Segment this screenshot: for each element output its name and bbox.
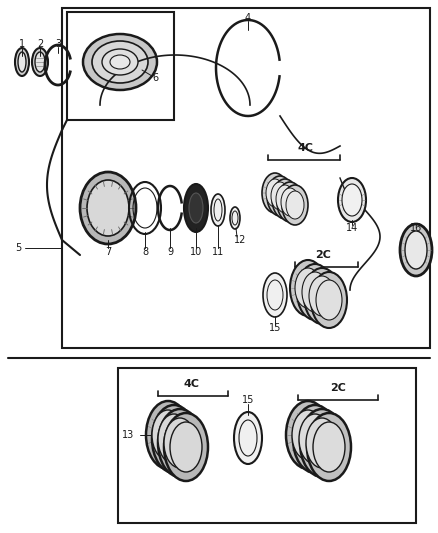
Ellipse shape [277,182,303,222]
Ellipse shape [282,185,308,225]
Text: 11: 11 [212,247,224,257]
Ellipse shape [184,184,208,232]
Ellipse shape [267,176,293,216]
Ellipse shape [272,179,298,219]
Ellipse shape [311,272,347,328]
Ellipse shape [316,280,342,320]
Ellipse shape [400,224,432,276]
Text: 13: 13 [122,430,134,440]
Text: 7: 7 [105,247,111,257]
Ellipse shape [164,413,208,481]
Ellipse shape [158,409,202,477]
Ellipse shape [211,194,225,226]
Ellipse shape [266,179,284,207]
Ellipse shape [281,188,299,216]
Ellipse shape [295,268,321,308]
Ellipse shape [170,422,202,472]
Ellipse shape [304,268,340,324]
Ellipse shape [18,52,26,72]
Text: 10: 10 [190,247,202,257]
Text: 15: 15 [269,323,281,333]
Ellipse shape [15,48,29,76]
Bar [62,8,430,348]
Text: 16: 16 [410,223,422,233]
Ellipse shape [32,48,48,76]
Ellipse shape [338,178,366,222]
Bar [67,12,174,120]
Ellipse shape [152,405,196,473]
Text: 4C: 4C [184,379,200,389]
Ellipse shape [276,185,294,213]
Ellipse shape [286,191,304,219]
Ellipse shape [297,264,333,320]
Ellipse shape [290,260,326,316]
Ellipse shape [306,418,338,468]
Ellipse shape [309,276,335,316]
Ellipse shape [80,172,136,244]
Text: 4C: 4C [297,143,313,153]
Text: 2C: 2C [330,383,346,393]
Ellipse shape [342,184,362,216]
Text: 6: 6 [152,73,158,83]
Ellipse shape [286,401,330,469]
Ellipse shape [92,41,148,83]
Text: 12: 12 [234,235,246,245]
Ellipse shape [300,409,344,477]
Text: 1: 1 [19,39,25,49]
Ellipse shape [234,412,262,464]
Ellipse shape [313,422,345,472]
Ellipse shape [230,207,240,229]
Ellipse shape [110,55,130,69]
Ellipse shape [292,410,324,460]
Ellipse shape [262,173,288,213]
Ellipse shape [102,49,138,75]
Ellipse shape [263,273,287,317]
Bar [118,368,416,523]
Ellipse shape [83,34,157,90]
Ellipse shape [405,231,427,269]
Text: 2: 2 [37,39,43,49]
Text: 8: 8 [142,247,148,257]
Text: 14: 14 [346,223,358,233]
Ellipse shape [302,272,328,312]
Ellipse shape [164,418,196,468]
Text: 9: 9 [167,247,173,257]
Ellipse shape [146,401,190,469]
Ellipse shape [299,414,331,464]
Ellipse shape [271,182,289,210]
Ellipse shape [87,180,129,236]
Text: 2C: 2C [315,250,331,260]
Ellipse shape [189,193,203,223]
Text: 15: 15 [242,395,254,405]
Ellipse shape [158,414,190,464]
Ellipse shape [293,405,337,473]
Text: 5: 5 [15,243,21,253]
Ellipse shape [152,410,184,460]
Text: 4: 4 [245,13,251,23]
Ellipse shape [35,52,45,72]
Ellipse shape [307,413,351,481]
Text: 3: 3 [55,39,61,49]
